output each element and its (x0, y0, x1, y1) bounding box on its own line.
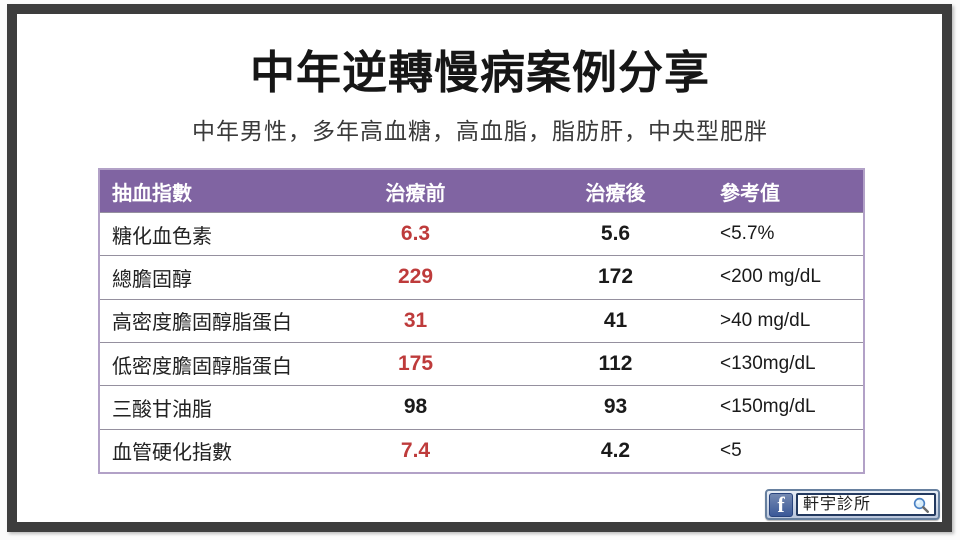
row-label: 三酸甘油脂 (112, 398, 212, 421)
after-value: 4.2 (600, 438, 631, 462)
column-header-reference-value: 參考值 (720, 182, 780, 205)
slide-title: 中年逆轉慢病案例分享 (249, 47, 710, 98)
after-value: 112 (598, 352, 633, 376)
facebook-search-badge: f 軒宇診所 (765, 489, 940, 520)
row-label: 高密度膽固醇脂蛋白 (112, 312, 292, 335)
reference-value: <130mg/dL (720, 353, 816, 375)
after-value: 93 (603, 395, 628, 419)
before-value: 31 (403, 308, 428, 332)
column-header-before-treatment: 治療前 (385, 182, 446, 205)
after-value: 5.6 (600, 222, 631, 246)
clinic-name: 軒宇診所 (803, 495, 872, 513)
before-value: 6.3 (400, 222, 431, 246)
table-header-row: 抽血指數 治療前 治療後 參考值 (100, 170, 863, 212)
before-value: 98 (403, 395, 428, 419)
row-label: 血管硬化指數 (112, 442, 232, 465)
after-value: 172 (597, 265, 634, 289)
slide-subtitle: 中年男性，多年高血糖，高血脂，脂肪肝，中央型肥胖 (192, 118, 768, 144)
table-row-ldl: 低密度膽固醇脂蛋白 175 112 <130mg/dL (100, 341, 863, 385)
facebook-search-box: 軒宇診所 (796, 493, 936, 516)
reference-value: <150mg/dL (720, 396, 816, 418)
after-value: 41 (603, 308, 628, 332)
row-label: 總膽固醇 (112, 268, 192, 291)
row-label: 糖化血色素 (112, 225, 212, 248)
table-row-arterial-stiffness-index: 血管硬化指數 7.4 4.2 <5 (100, 428, 863, 472)
reference-value: >40 mg/dL (720, 309, 811, 331)
table-row-total-cholesterol: 總膽固醇 229 172 <200 mg/dL (100, 255, 863, 298)
before-value: 229 (397, 265, 434, 289)
column-header-after-treatment: 治療後 (585, 182, 646, 205)
facebook-icon: f (769, 492, 793, 517)
reference-value: <5.7% (720, 223, 775, 245)
reference-value: <5 (720, 439, 742, 461)
column-header-indicator: 抽血指數 (112, 182, 192, 205)
table-row-triglycerides: 三酸甘油脂 98 93 <150mg/dL (100, 385, 863, 428)
blood-test-table: 抽血指數 治療前 治療後 參考值 糖化血色素 6.3 5.6 <5.7% 總膽固… (98, 168, 865, 474)
table-row-hba1c: 糖化血色素 6.3 5.6 <5.7% (100, 212, 863, 255)
before-value: 7.4 (400, 438, 431, 462)
row-label: 低密度膽固醇脂蛋白 (112, 355, 292, 378)
table-row-hdl: 高密度膽固醇脂蛋白 31 41 >40 mg/dL (100, 298, 863, 342)
reference-value: <200 mg/dL (720, 266, 821, 288)
before-value: 175 (397, 352, 434, 376)
magnifier-icon (913, 497, 929, 513)
